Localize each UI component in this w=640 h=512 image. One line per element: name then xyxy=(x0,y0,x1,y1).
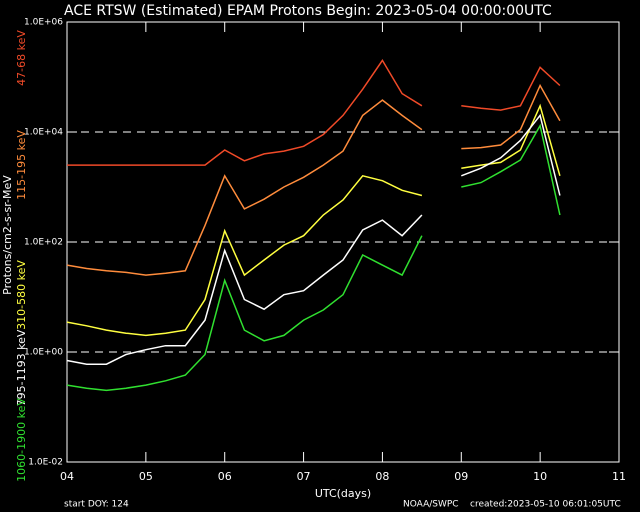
chart-title: ACE RTSW (Estimated) EPAM Protons Begin:… xyxy=(64,3,552,19)
series-line xyxy=(461,123,561,216)
x-tick-label: 09 xyxy=(454,470,468,483)
x-tick-label: 07 xyxy=(297,470,311,483)
x-tick-label: 11 xyxy=(612,470,626,483)
x-tick-label: 04 xyxy=(60,470,74,483)
y-axis-label: Protons/cm2-s-sr-MeV xyxy=(1,175,14,295)
series-line xyxy=(461,113,561,196)
legend-entry: 47-68 keV xyxy=(15,30,28,86)
y-tick-label: 1.0E-02 xyxy=(28,458,63,468)
footer-source: NOAA/SWPC xyxy=(403,500,459,510)
y-tick-label: 1.0E+04 xyxy=(24,128,63,138)
series-line xyxy=(461,66,561,111)
y-tick-label: 1.0E+00 xyxy=(24,348,63,358)
y-tick-label: 1.0E+02 xyxy=(24,238,63,248)
legend-entry: 310-580 keV xyxy=(15,260,28,330)
x-tick-label: 08 xyxy=(375,470,389,483)
legend-entry: 115-195 keV xyxy=(15,130,28,200)
series-line xyxy=(66,214,423,365)
series-line xyxy=(67,59,423,166)
footer-doy: start DOY: 124 xyxy=(64,500,129,510)
x-tick-label: 10 xyxy=(533,470,547,483)
x-tick-label: 05 xyxy=(139,470,153,483)
series-line xyxy=(66,235,423,392)
y-tick-label: 1.0E+06 xyxy=(24,18,63,28)
series-line xyxy=(66,99,423,276)
series-line xyxy=(461,103,561,177)
footer-created: created:2023-05-10 06:01:05UTC xyxy=(470,500,621,510)
legend-entry: 795-1193 keV xyxy=(15,329,28,406)
series-line xyxy=(461,83,561,150)
x-axis-label: UTC(days) xyxy=(315,487,371,500)
series-line xyxy=(66,174,423,337)
x-tick-label: 06 xyxy=(218,470,232,483)
legend-entry: 1060-1900 keV xyxy=(15,398,28,482)
